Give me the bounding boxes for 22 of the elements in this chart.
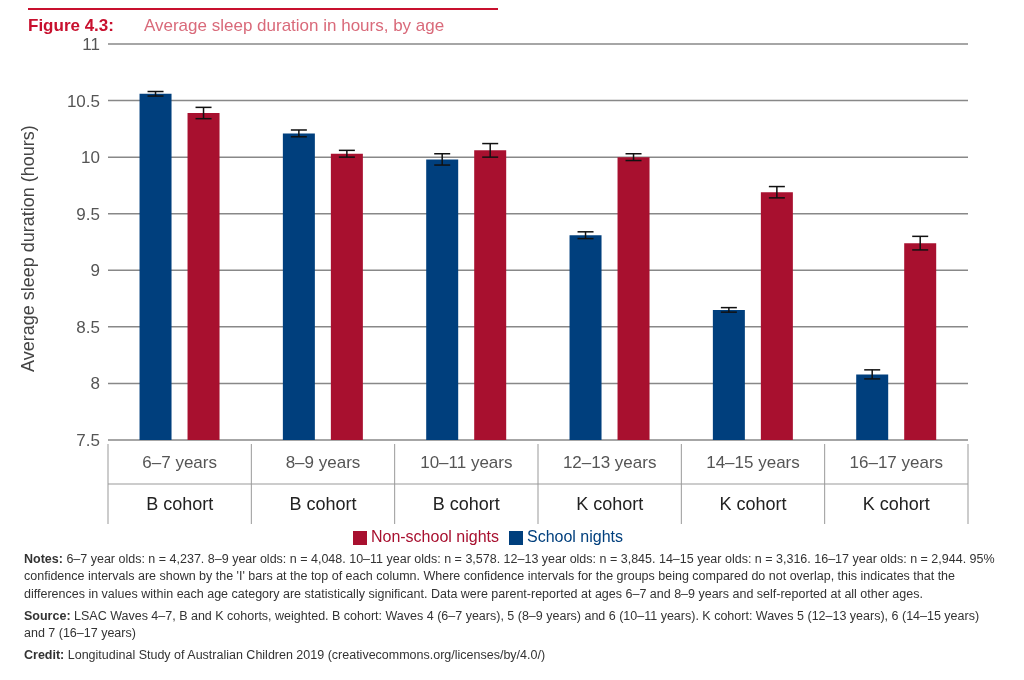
y-tick-label: 10.5 xyxy=(66,91,100,111)
y-tick-label: 9 xyxy=(90,261,100,281)
category-label: 6–7 years B cohort xyxy=(142,453,217,514)
category-label: 8–9 years B cohort xyxy=(285,453,361,514)
y-tick-label: 9.5 xyxy=(76,204,100,224)
text: Notes: 6–7 year olds: n = 4,237. 8–9 year olds: n = 4,048. 10–11 year olds: n = 3,578. 12–13 year olds: n = 3,845. 14–15 year olds: n = 3,316. 16–17 year olds: n = 2,944. 95% confidence intervals are shown by the 'I' bars at the top of each column. Where confidence intervals for the groups being compared do not overlap, this indicates that the differences in values within each age category are statistically significant. Data were parent-reported at ages 6–7 and 8–9 years and self-reported at all other ages. xyxy=(24,551,996,603)
category-label: 14–15 years K cohort xyxy=(706,453,800,514)
y-tick-label: 8 xyxy=(90,374,100,394)
text: Credit: Longitudinal Study of Australian Children 2019 (creativecommons.org/licenses/by/4.0/) xyxy=(24,647,547,665)
chart-subtitle: Average sleep duration in hours, by age xyxy=(143,16,445,35)
y-tick-label: 8.5 xyxy=(76,317,100,337)
category-label: 16–17 years K cohort xyxy=(849,453,944,514)
y-axis-title: Average sleep duration (hours) xyxy=(18,125,39,372)
y-tick-label: 10 xyxy=(81,148,100,168)
y-tick-label: 7.5 xyxy=(76,431,100,451)
y-tick-label: 11 xyxy=(82,35,100,55)
legend-label: Non-school nights xyxy=(370,528,499,545)
source-note: Source: LSAC Waves 4–7, B and K cohorts, weighted. B cohort: Waves 4 (6–7 years), 5 (8–9 years) and 6 (10–11 years). K cohort: Waves 5 (12–13 years), 6 (14–15 years) and 7 (16–17 years) xyxy=(24,607,981,642)
legend-label: School nights xyxy=(527,528,624,545)
category-label: 12–13 years K cohort xyxy=(562,453,657,514)
chart-title: Figure 4.3: xyxy=(28,16,114,35)
category-label: 10–11 years B cohort xyxy=(420,453,513,514)
